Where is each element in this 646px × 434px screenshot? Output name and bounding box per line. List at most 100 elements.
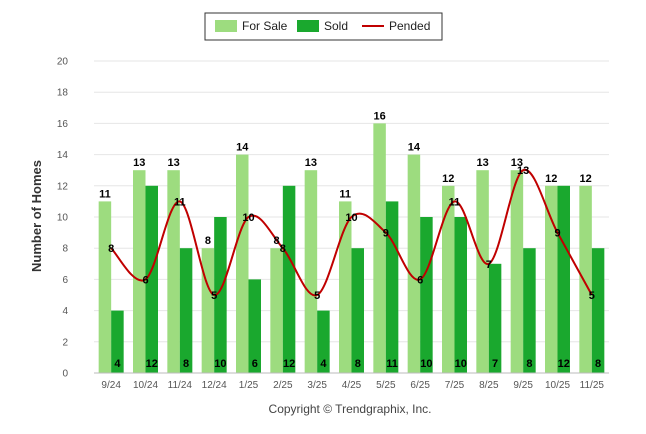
x-tick-label: 9/25: [513, 380, 533, 391]
label-sold: 11: [386, 358, 398, 370]
label-pended: 5: [314, 290, 320, 302]
label-sold: 12: [283, 358, 295, 370]
bar-sold: [145, 185, 158, 373]
bar-for-sale: [270, 248, 283, 373]
label-sold: 10: [214, 358, 226, 370]
bar-for-sale: [167, 170, 180, 373]
label-sold: 4: [114, 358, 121, 370]
label-for-sale: 11: [339, 188, 351, 200]
label-pended: 9: [383, 228, 389, 240]
bar-for-sale: [236, 154, 249, 373]
label-for-sale: 13: [476, 157, 488, 169]
bar-for-sale: [442, 185, 455, 373]
legend-swatch-for-sale: [215, 20, 237, 32]
label-sold: 6: [252, 358, 258, 370]
bar-sold: [488, 263, 502, 373]
label-pended: 5: [211, 290, 217, 302]
copyright-footer: Copyright © Trendgraphix, Inc.: [269, 402, 432, 416]
bar-sold: [317, 310, 330, 373]
label-pended: 9: [554, 228, 560, 240]
label-pended: 10: [345, 212, 357, 224]
legend-label-for-sale: For Sale: [242, 19, 288, 33]
bar-for-sale: [373, 123, 386, 374]
x-tick-label: 2/25: [273, 380, 293, 391]
axes: 0 2 4 6 8 10 12 14 16 18 20 9/24 10/24 11/24 12/24 1/25…: [57, 57, 609, 391]
label-for-sale: 12: [545, 173, 557, 185]
y-tick-label: 4: [62, 306, 68, 317]
bar-sold: [179, 248, 193, 373]
label-pended: 11: [449, 196, 461, 208]
bars: [98, 123, 605, 374]
label-pended: 7: [486, 259, 492, 271]
label-for-sale: 14: [236, 142, 249, 154]
bar-for-sale: [304, 170, 318, 373]
label-sold: 12: [558, 358, 570, 370]
label-pended: 5: [589, 290, 595, 302]
label-sold: 10: [420, 358, 432, 370]
y-tick-label: 12: [57, 181, 69, 192]
legend-label-pended: Pended: [389, 19, 430, 33]
label-for-sale: 12: [579, 173, 591, 185]
label-for-sale: 12: [442, 173, 454, 185]
label-sold: 8: [355, 358, 361, 370]
bar-for-sale: [133, 170, 146, 373]
y-tick-label: 20: [57, 57, 69, 68]
data-labels: 1141312138810146812134118161114101210137…: [99, 110, 601, 370]
bar-for-sale: [339, 201, 352, 373]
x-tick-label: 3/25: [307, 380, 327, 391]
legend-swatch-sold: [297, 20, 319, 32]
label-sold: 8: [595, 358, 601, 370]
bar-sold: [523, 248, 536, 373]
bar-sold: [214, 217, 227, 373]
x-tick-label: 12/24: [202, 380, 227, 391]
label-for-sale: 13: [167, 157, 179, 169]
x-tick-label: 4/25: [342, 380, 362, 391]
bar-sold: [111, 310, 124, 373]
label-for-sale: 13: [133, 157, 145, 169]
pended-line: [110, 169, 593, 297]
label-sold: 8: [526, 358, 532, 370]
pended-line-layer: [110, 169, 593, 297]
bar-sold: [454, 217, 467, 373]
label-for-sale: 14: [408, 142, 421, 154]
y-tick-label: 14: [57, 150, 69, 161]
label-for-sale: 13: [305, 157, 317, 169]
label-sold: 12: [146, 358, 158, 370]
label-for-sale: 13: [511, 157, 523, 169]
label-for-sale: 8: [274, 235, 280, 247]
label-sold: 8: [183, 358, 189, 370]
label-pended: 8: [280, 243, 286, 255]
label-sold: 10: [455, 358, 467, 370]
x-tick-label: 7/25: [445, 380, 465, 391]
label-sold: 7: [492, 358, 498, 370]
bar-sold: [591, 248, 605, 373]
x-tick-label: 1/25: [239, 380, 259, 391]
y-tick-label: 18: [57, 88, 69, 99]
y-tick-label: 6: [62, 275, 68, 286]
bar-for-sale: [579, 185, 592, 373]
label-pended: 11: [174, 196, 186, 208]
bar-sold: [351, 248, 364, 373]
bar-for-sale: [545, 185, 558, 373]
legend-box: [204, 12, 443, 41]
bar-for-sale: [476, 170, 489, 373]
bar-for-sale: [201, 248, 215, 373]
label-pended: 8: [108, 243, 114, 255]
bar-sold: [557, 185, 570, 373]
y-tick-label: 2: [62, 337, 68, 348]
x-tick-label: 10/25: [545, 380, 570, 391]
label-for-sale: 8: [205, 235, 211, 247]
x-tick-label: 9/24: [101, 380, 121, 391]
y-tick-label: 10: [57, 213, 69, 224]
bar-sold: [282, 185, 296, 373]
y-axis-title: Number of Homes: [29, 160, 44, 272]
y-tick-label: 8: [62, 244, 68, 255]
bar-sold: [420, 217, 433, 373]
label-pended: 6: [142, 274, 148, 286]
bar-for-sale: [407, 154, 421, 373]
x-tick-label: 10/24: [133, 380, 158, 391]
x-tick-label: 8/25: [479, 380, 499, 391]
label-pended: 10: [242, 212, 254, 224]
label-sold: 4: [320, 358, 327, 370]
label-for-sale: 16: [373, 110, 385, 122]
